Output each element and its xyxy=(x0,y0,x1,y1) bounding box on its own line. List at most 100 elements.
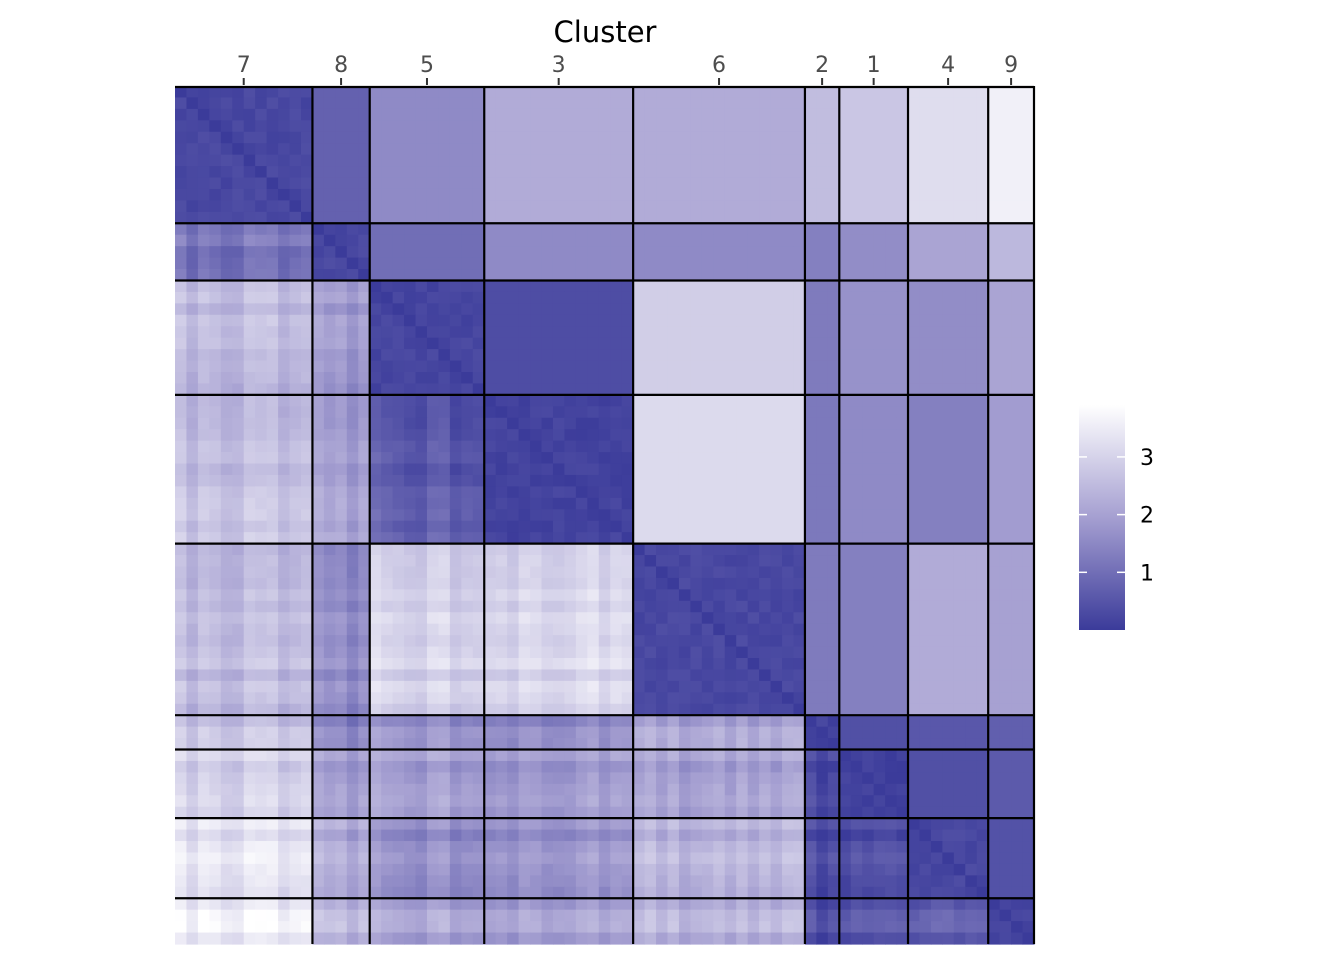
heatmap-cell xyxy=(804,486,817,499)
heatmap-cell xyxy=(289,738,302,751)
heatmap-cell xyxy=(747,326,760,339)
heatmap-cell xyxy=(369,703,382,716)
heatmap-cell xyxy=(988,269,1001,282)
heatmap-cell xyxy=(610,246,623,259)
heatmap-cell xyxy=(335,726,348,739)
heatmap-cell xyxy=(919,143,932,156)
heatmap-cell xyxy=(266,200,279,213)
heatmap-cell xyxy=(323,818,336,831)
heatmap-cell xyxy=(999,589,1012,602)
heatmap-cell xyxy=(587,417,600,430)
heatmap-cell xyxy=(793,291,806,304)
heatmap-cell xyxy=(930,211,943,224)
heatmap-cell xyxy=(736,577,749,590)
heatmap-cell xyxy=(690,337,703,350)
heatmap-cell xyxy=(747,612,760,625)
heatmap-cell xyxy=(541,349,554,362)
heatmap-cell xyxy=(484,326,497,339)
heatmap-cell xyxy=(1011,635,1024,648)
heatmap-cell xyxy=(701,211,714,224)
heatmap-cell xyxy=(358,303,371,316)
heatmap-cell xyxy=(564,200,577,213)
heatmap-cell xyxy=(873,520,886,533)
heatmap-cell xyxy=(209,166,222,179)
heatmap-cell xyxy=(392,543,405,556)
heatmap-cell xyxy=(484,166,497,179)
heatmap-cell xyxy=(919,223,932,236)
heatmap-cell xyxy=(942,818,955,831)
heatmap-cell xyxy=(495,841,508,854)
heatmap-cell xyxy=(667,291,680,304)
heatmap-cell xyxy=(930,280,943,293)
heatmap-cell xyxy=(885,600,898,613)
heatmap-cell xyxy=(335,394,348,407)
heatmap-cell xyxy=(415,234,428,247)
heatmap-cell xyxy=(804,86,817,99)
heatmap-cell xyxy=(175,166,188,179)
heatmap-cell xyxy=(278,269,291,282)
heatmap-cell xyxy=(564,658,577,671)
heatmap-cell xyxy=(942,726,955,739)
heatmap-cell xyxy=(816,337,829,350)
heatmap-cell xyxy=(598,131,611,144)
heatmap-cell xyxy=(312,829,325,842)
heatmap-cell xyxy=(346,166,359,179)
heatmap-cell xyxy=(770,703,783,716)
heatmap-cell xyxy=(197,497,210,510)
heatmap-cell xyxy=(323,303,336,316)
heatmap-cell xyxy=(507,795,520,808)
heatmap-cell xyxy=(724,349,737,362)
heatmap-cell xyxy=(759,818,772,831)
heatmap-cell xyxy=(243,486,256,499)
heatmap-cell xyxy=(243,463,256,476)
heatmap-cell xyxy=(850,97,863,110)
heatmap-cell xyxy=(449,841,462,854)
heatmap-cell xyxy=(323,211,336,224)
heatmap-cell xyxy=(587,669,600,682)
heatmap-cell xyxy=(484,394,497,407)
heatmap-cell xyxy=(587,177,600,190)
heatmap-cell xyxy=(175,417,188,430)
heatmap-cell xyxy=(392,829,405,842)
heatmap-cell xyxy=(965,188,978,201)
heatmap-cell xyxy=(323,177,336,190)
heatmap-cell xyxy=(255,223,268,236)
heatmap-cell xyxy=(438,783,451,796)
heatmap-cell xyxy=(346,555,359,568)
heatmap-cell xyxy=(747,623,760,636)
heatmap-cell xyxy=(759,360,772,373)
heatmap-cell xyxy=(885,211,898,224)
heatmap-cell xyxy=(346,234,359,247)
heatmap-cell xyxy=(678,452,691,465)
heatmap-cell xyxy=(598,349,611,362)
heatmap-cell xyxy=(885,372,898,385)
heatmap-cell xyxy=(381,291,394,304)
heatmap-cell xyxy=(598,337,611,350)
heatmap-cell xyxy=(323,806,336,819)
heatmap-cell xyxy=(335,257,348,270)
heatmap-cell xyxy=(232,577,245,590)
heatmap-cell xyxy=(873,326,886,339)
heatmap-cell xyxy=(472,463,485,476)
heatmap-cell xyxy=(621,555,634,568)
heatmap-cell xyxy=(461,692,474,705)
heatmap-cell xyxy=(770,829,783,842)
heatmap-cell xyxy=(793,806,806,819)
heatmap-cell xyxy=(793,738,806,751)
heatmap-cell xyxy=(335,577,348,590)
heatmap-cell xyxy=(953,337,966,350)
heatmap-cell xyxy=(323,646,336,659)
heatmap-cell xyxy=(930,474,943,487)
heatmap-cell xyxy=(656,486,669,499)
heatmap-cell xyxy=(392,394,405,407)
heatmap-cell xyxy=(839,669,852,682)
heatmap-cell xyxy=(449,612,462,625)
heatmap-cell xyxy=(678,440,691,453)
heatmap-cell xyxy=(449,543,462,556)
heatmap-cell xyxy=(747,314,760,327)
heatmap-cell xyxy=(484,497,497,510)
heatmap-cell xyxy=(312,715,325,728)
heatmap-cell xyxy=(759,452,772,465)
heatmap-cell xyxy=(862,280,875,293)
heatmap-cell xyxy=(953,520,966,533)
